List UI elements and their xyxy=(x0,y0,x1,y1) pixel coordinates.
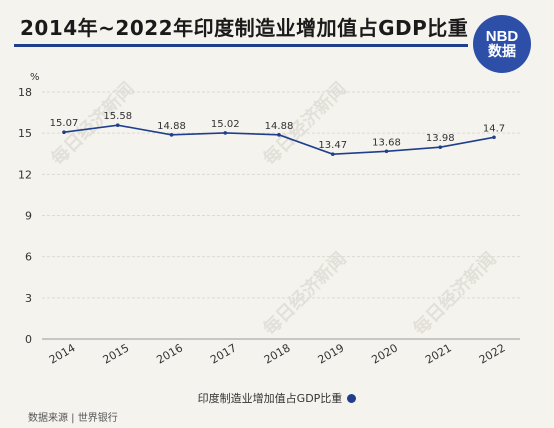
y-tick-label: 9 xyxy=(25,210,32,223)
data-point xyxy=(330,152,335,156)
data-label: 15.07 xyxy=(50,118,79,129)
legend-marker xyxy=(347,393,357,403)
data-label: 15.02 xyxy=(211,119,240,130)
legend: 印度制造业增加值占GDP比重 xyxy=(0,390,554,406)
logo-line2: 数据 xyxy=(488,43,516,60)
chart-title: 2014年~2022年印度制造业增加值占GDP比重 xyxy=(20,16,469,40)
data-point xyxy=(115,123,120,128)
data-label: 13.68 xyxy=(372,137,401,148)
logo-line1: NBD xyxy=(485,27,519,45)
data-point xyxy=(384,149,389,154)
title-underline xyxy=(14,44,468,47)
legend-label: 印度制造业增加值占GDP比重 xyxy=(197,392,343,405)
data-point xyxy=(223,131,228,135)
data-point xyxy=(169,133,174,137)
x-tick-label: 2020 xyxy=(369,341,400,366)
y-tick-label: 18 xyxy=(18,86,32,99)
data-point xyxy=(277,133,281,137)
y-tick-label: 6 xyxy=(25,251,32,264)
x-tick-label: 2016 xyxy=(154,341,185,366)
data-source: 数据来源 | 世界银行 xyxy=(28,413,118,424)
data-point xyxy=(62,130,66,135)
data-label: 14.7 xyxy=(483,123,505,134)
x-tick-label: 2018 xyxy=(262,341,293,366)
x-tick-label: 2021 xyxy=(423,341,454,366)
data-label: 13.47 xyxy=(318,140,347,151)
x-tick-label: 2022 xyxy=(477,341,508,366)
y-tick-label: 12 xyxy=(18,168,32,181)
data-label: 13.98 xyxy=(426,133,455,144)
data-label: 15.58 xyxy=(103,111,132,122)
data-label: 14.88 xyxy=(157,121,186,132)
x-tick-label: 2015 xyxy=(101,341,132,366)
y-tick-label: 15 xyxy=(18,127,32,140)
y-tick-label: 0 xyxy=(25,333,32,346)
x-tick-label: 2017 xyxy=(208,341,239,366)
y-tick-label: 3 xyxy=(25,292,32,305)
data-point xyxy=(492,135,496,140)
nbd-logo: NBD 数据 xyxy=(473,15,531,73)
x-tick-label: 2019 xyxy=(316,341,347,366)
x-tick-label: 2014 xyxy=(47,341,78,366)
data-point xyxy=(438,145,443,149)
data-label: 14.88 xyxy=(265,121,294,132)
y-axis-unit: % xyxy=(30,72,40,83)
